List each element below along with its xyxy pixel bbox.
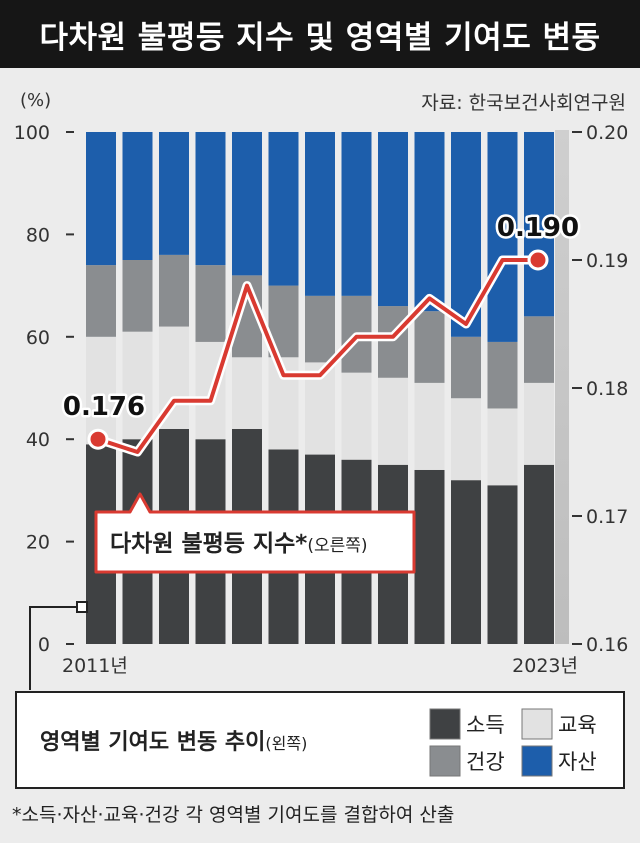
bar-segment-교육-2023: [524, 382, 554, 465]
left-tick-label-80: 80: [26, 224, 50, 246]
bar-segment-건강-2021: [451, 336, 481, 399]
legend-swatch-교육: [521, 708, 553, 740]
bar-segment-자산-2019: [378, 132, 408, 307]
source-label: 자료: 한국보건사회연구원: [421, 92, 626, 114]
x-axis-labels: 2011년 2023년: [62, 655, 578, 677]
bar-segment-자산-2015: [232, 132, 262, 276]
bar-segment-건강-2019: [378, 306, 408, 378]
legend-swatch-자산: [521, 745, 553, 777]
bar-segment-자산-2016: [268, 132, 299, 286]
left-axis: 0 20 40 60 80 100: [14, 122, 74, 656]
bar-segment-소득-2020: [414, 469, 445, 644]
bar-segment-소득-2022: [487, 485, 518, 644]
bar-segment-교육-2022: [487, 408, 518, 486]
bar-segment-건강-2011: [86, 265, 116, 337]
index-point-label-0.190: 0.190: [497, 213, 579, 243]
index-point-0.190: [527, 249, 549, 271]
callout-text: 다차원 불평등 지수*: [110, 531, 307, 557]
legend-title: 영역별 기여도 변동 추이: [40, 730, 265, 755]
svg-text:다차원 불평등 지수*(오른쪽): 다차원 불평등 지수*(오른쪽): [110, 531, 368, 557]
x-label-first: 2011년: [62, 655, 128, 677]
chart-title: 다차원 불평등 지수 및 영역별 기여도 변동: [0, 0, 640, 68]
bar-segment-소득-2021: [451, 480, 481, 644]
bar-segment-건강-2023: [524, 316, 554, 383]
bar-segment-건강-2022: [487, 341, 518, 409]
bar-segment-교육-2021: [451, 398, 481, 481]
footnote: *소득·자산·교육·건강 각 영역별 기여도를 결합하여 산출: [12, 804, 455, 826]
legend-label-교육: 교육: [558, 713, 597, 737]
index-line: [97, 258, 538, 454]
bar-segment-자산-2011: [86, 132, 116, 266]
right-tick-label-0.17: 0.17: [586, 506, 628, 528]
legend-swatch-건강: [429, 745, 461, 777]
bar-segment-자산-2023: [524, 132, 554, 317]
right-axis: 0.16 0.17 0.18 0.19 0.20: [572, 122, 628, 656]
legend-label-자산: 자산: [558, 750, 597, 774]
right-tick-label-0.19: 0.19: [586, 250, 628, 272]
svg-text:영역별 기여도 변동 추이(왼쪽): 영역별 기여도 변동 추이(왼쪽): [40, 730, 307, 755]
left-tick-label-60: 60: [26, 327, 50, 349]
index-point-label-0.176: 0.176: [63, 392, 145, 422]
legend-title-suffix: (왼쪽): [265, 734, 307, 753]
bar-segment-자산-2013: [159, 132, 189, 255]
bar-segment-건강-2012: [122, 260, 153, 332]
bar-segment-자산-2018: [341, 132, 372, 296]
bar-segment-자산-2017: [305, 132, 335, 296]
bar-segment-교육-2015: [232, 357, 262, 429]
bar-segment-교육-2018: [341, 372, 372, 460]
legend-label-소득: 소득: [466, 713, 505, 737]
bar-segment-자산-2020: [414, 132, 445, 312]
bars-layer: [86, 132, 554, 644]
left-tick-label-0: 0: [38, 634, 50, 656]
right-tick-label-0.16: 0.16: [586, 634, 628, 656]
left-tick-label-100: 100: [14, 122, 50, 144]
left-axis-unit: (%): [20, 90, 51, 111]
bar-segment-교육-2020: [414, 382, 445, 470]
left-tick-label-20: 20: [26, 532, 50, 554]
bar-segment-건강-2014: [195, 265, 226, 342]
bar-segment-교육-2011: [86, 336, 116, 445]
line-callout: 다차원 불평등 지수*(오른쪽): [29, 492, 416, 690]
bar-segment-소득-2023: [524, 464, 554, 644]
right-tick-label-0.20: 0.20: [586, 122, 628, 144]
bar-segment-자산-2022: [487, 132, 518, 342]
bar-segment-건강-2013: [159, 254, 189, 327]
bar-segment-건강-2017: [305, 295, 335, 363]
chart: 0 20 40 60 80 100 0.16 0.17 0.18 0.19 0.20 (%) 20…: [14, 90, 628, 789]
x-label-last: 2023년: [512, 655, 578, 677]
legend-label-건강: 건강: [466, 750, 505, 774]
bar-segment-교육-2012: [122, 331, 153, 440]
callout-suffix: (오른쪽): [307, 536, 367, 556]
right-tick-label-0.18: 0.18: [586, 378, 628, 400]
legend-swatch-소득: [429, 708, 461, 740]
right-axis-band: [555, 130, 569, 644]
bar-segment-건강-2020: [414, 311, 445, 383]
index-line-layer: 0.176 0.190: [60, 211, 582, 457]
index-point-0.176: [87, 428, 109, 450]
bar-segment-교육-2019: [378, 377, 408, 465]
left-tick-label-40: 40: [26, 429, 50, 451]
bar-segment-자산-2012: [122, 132, 153, 260]
bar-segment-자산-2014: [195, 132, 226, 266]
